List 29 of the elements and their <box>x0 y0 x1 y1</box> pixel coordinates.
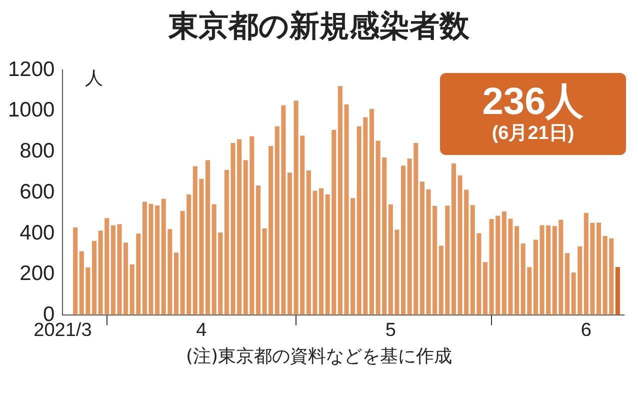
y-tick-label: 400 <box>20 221 55 244</box>
x-tick-label: 5 <box>385 320 396 341</box>
bar <box>564 253 570 315</box>
bar <box>256 185 260 315</box>
bar <box>124 242 128 315</box>
bar <box>401 166 406 315</box>
bar <box>482 262 488 315</box>
bar <box>287 172 292 315</box>
annotation: (6月21日) <box>492 122 574 146</box>
x-tick-label: 6 <box>580 320 592 341</box>
bar <box>174 252 179 315</box>
y-tick-label: 200 <box>20 262 55 286</box>
annotation: 236人 <box>482 80 584 123</box>
bar <box>319 188 324 315</box>
bar <box>596 222 602 315</box>
bar <box>451 163 456 315</box>
y-tick-label: 1200 <box>8 58 55 81</box>
bar <box>369 108 374 315</box>
y-axis-title: 人 <box>85 67 103 90</box>
chart-title: 東京都の新規感染者数 <box>167 8 470 46</box>
y-tick-label: 1000 <box>8 98 55 122</box>
x-tick-label: 4 <box>196 320 208 341</box>
y-tick-label: 600 <box>20 180 55 204</box>
text: (注)東京都の資料などを基に作成 <box>184 345 454 368</box>
bar <box>92 240 97 315</box>
bar <box>615 266 620 315</box>
y-tick-label: 800 <box>20 140 55 163</box>
bar <box>73 227 78 315</box>
bar <box>205 160 210 315</box>
